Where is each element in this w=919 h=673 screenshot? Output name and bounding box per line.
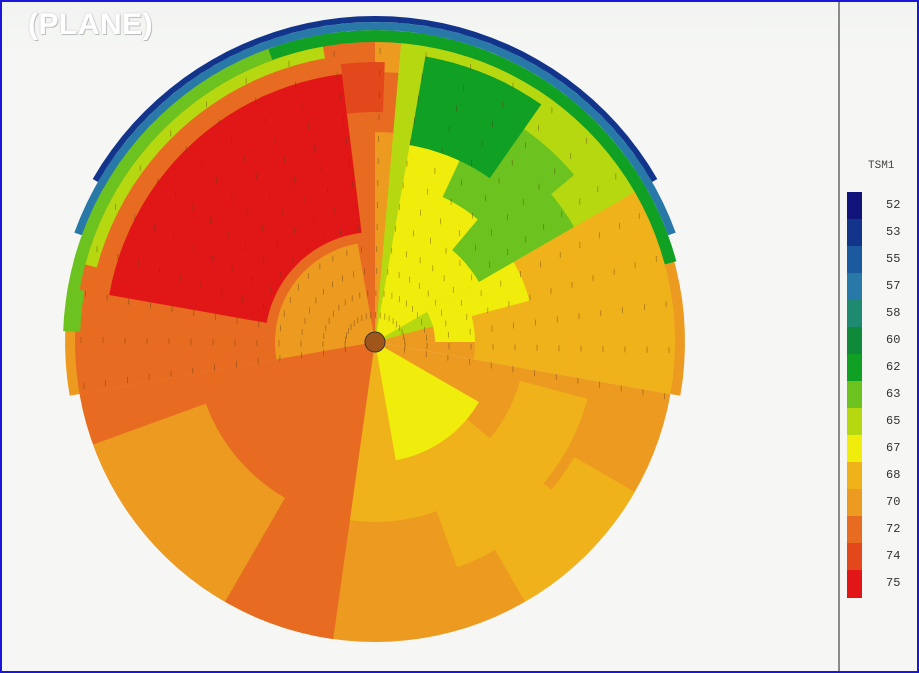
legend-entry: 68 [844,462,914,490]
legend-entry: 52 [844,192,914,220]
legend-label: 72 [886,522,901,536]
contour-cell [481,380,588,498]
legend-entry: 60 [844,327,914,355]
legend-label: 62 [886,360,901,374]
legend-swatch [847,381,862,409]
legend-label: 68 [886,468,901,482]
legend-swatch [847,570,862,598]
contour-core-left [275,243,375,360]
legend-label: 65 [886,414,901,428]
legend-entry: 57 [844,273,914,301]
legend-entry: 65 [844,408,914,436]
panel-divider [838,2,840,671]
legend-swatch [847,246,862,274]
contour-cell [93,403,285,602]
legend-swatch [847,192,862,220]
legend-label: 70 [886,495,901,509]
legend-label: 57 [886,279,901,293]
legend-swatch [847,219,862,247]
legend-entry: 74 [844,543,914,571]
contour-green-dark [409,56,542,179]
contour-cell [452,165,575,282]
legend-label: 63 [886,387,901,401]
temperature-contour-plot [63,16,685,642]
legend-swatch [847,435,862,463]
legend-swatch [847,543,862,571]
contour-yellow-lower [375,342,479,461]
legend-label: 67 [886,441,901,455]
legend-swatch [847,516,862,544]
legend-entry: 62 [844,354,914,382]
legend-entry: 58 [844,300,914,328]
legend-swatch [847,273,862,301]
legend-entry: 55 [844,246,914,274]
legend-entry: 63 [844,381,914,409]
legend-title: TSM1 [868,160,895,172]
contour-cell [513,192,675,342]
legend-label: 58 [886,306,901,320]
legend-swatch [847,354,862,382]
legend-entry: 75 [844,570,914,598]
legend-label: 60 [886,333,901,347]
contour-red-zone [109,74,362,323]
legend-entry: 70 [844,489,914,517]
legend-label: 53 [886,225,901,239]
center-hub [364,331,386,353]
contour-cell [105,295,218,342]
legend-entry: 67 [844,435,914,463]
legend-swatch [847,408,862,436]
legend-label: 74 [886,549,901,563]
legend-label: 55 [886,252,901,266]
legend-label: 52 [886,198,901,212]
legend-entry: 53 [844,219,914,247]
legend-entry: 72 [844,516,914,544]
contour-cell [490,457,635,602]
contour-cell [340,62,385,114]
contour-cell [63,287,85,332]
legend-swatch [847,300,862,328]
legend-swatch [847,327,862,355]
legend-swatch [847,489,862,517]
plane-title: (PLANE) [28,8,154,41]
legend-swatch [847,462,862,490]
legend-label: 75 [886,576,901,590]
